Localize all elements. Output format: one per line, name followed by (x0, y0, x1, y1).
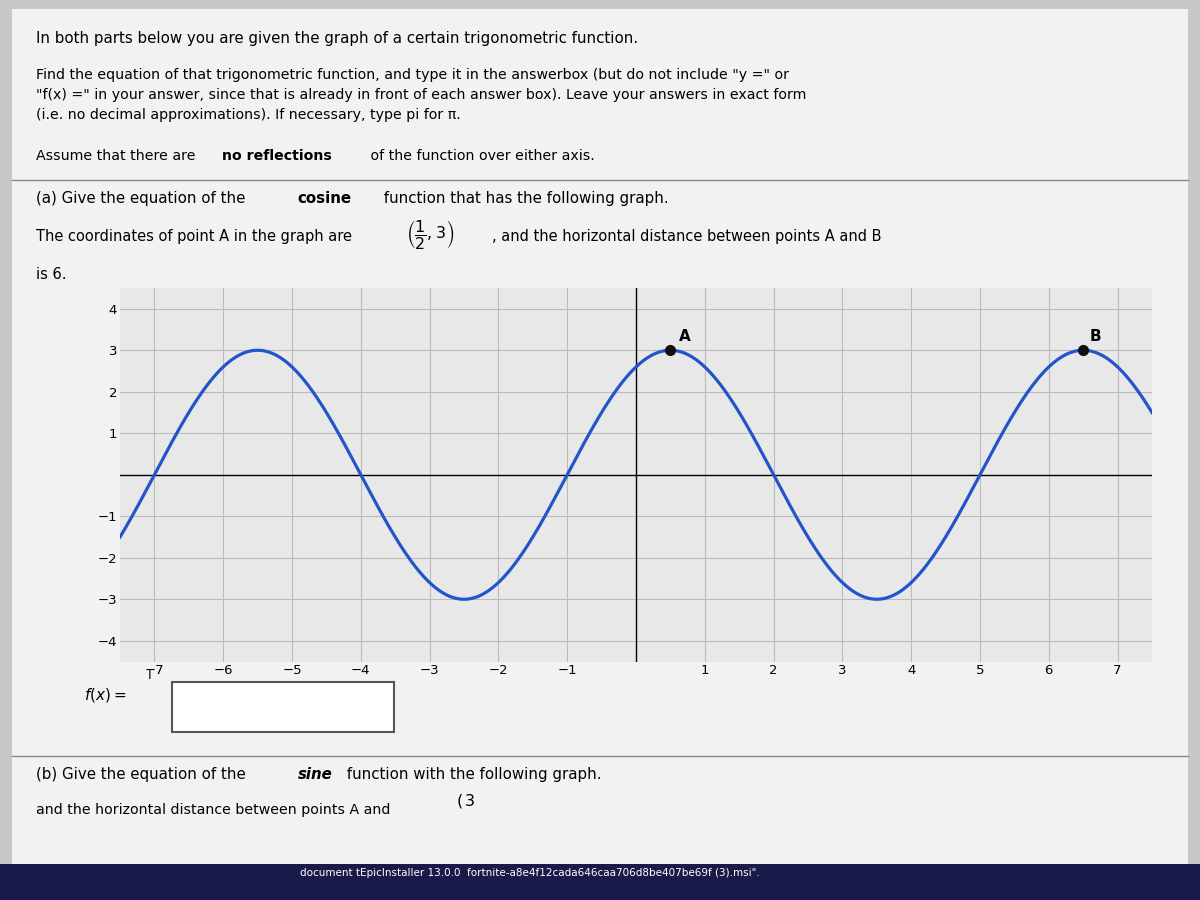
Text: $f(x) =$: $f(x) =$ (84, 686, 126, 704)
Text: A: A (679, 329, 690, 344)
Text: B: B (1090, 329, 1102, 344)
FancyBboxPatch shape (172, 682, 394, 732)
Text: function with the following graph.: function with the following graph. (342, 767, 601, 782)
FancyBboxPatch shape (0, 864, 1200, 900)
Text: $\left(\dfrac{1}{2},3\right)$: $\left(\dfrac{1}{2},3\right)$ (406, 218, 454, 251)
Text: , and the horizontal distance between points A and B: , and the horizontal distance between po… (492, 230, 882, 245)
Text: of the function over either axis.: of the function over either axis. (366, 148, 595, 163)
Text: cosine: cosine (298, 191, 352, 206)
Text: (b) Give the equation of the: (b) Give the equation of the (36, 767, 251, 782)
FancyBboxPatch shape (12, 9, 1188, 891)
Text: and the horizontal distance between points A and: and the horizontal distance between poin… (36, 803, 390, 817)
Text: function that has the following graph.: function that has the following graph. (379, 191, 668, 206)
Text: Assume that there are: Assume that there are (36, 148, 200, 163)
Text: Find the equation of that trigonometric function, and type it in the answerbox (: Find the equation of that trigonometric … (36, 68, 806, 122)
Text: is 6.: is 6. (36, 267, 66, 283)
Text: (a) Give the equation of the: (a) Give the equation of the (36, 191, 250, 206)
Text: sine: sine (298, 767, 332, 782)
Text: I: I (148, 669, 152, 681)
Text: The coordinates of point A in the graph are: The coordinates of point A in the graph … (36, 230, 356, 245)
Text: In both parts below you are given the graph of a certain trigonometric function.: In both parts below you are given the gr… (36, 32, 638, 47)
Text: document tEpicInstaller 13.0.0  fortnite-a8e4f12cada646caa706d8be407be69f (3).ms: document tEpicInstaller 13.0.0 fortnite-… (300, 868, 760, 878)
Text: no reflections: no reflections (222, 148, 331, 163)
Text: $\left(\,3\right.$: $\left(\,3\right.$ (456, 792, 475, 810)
